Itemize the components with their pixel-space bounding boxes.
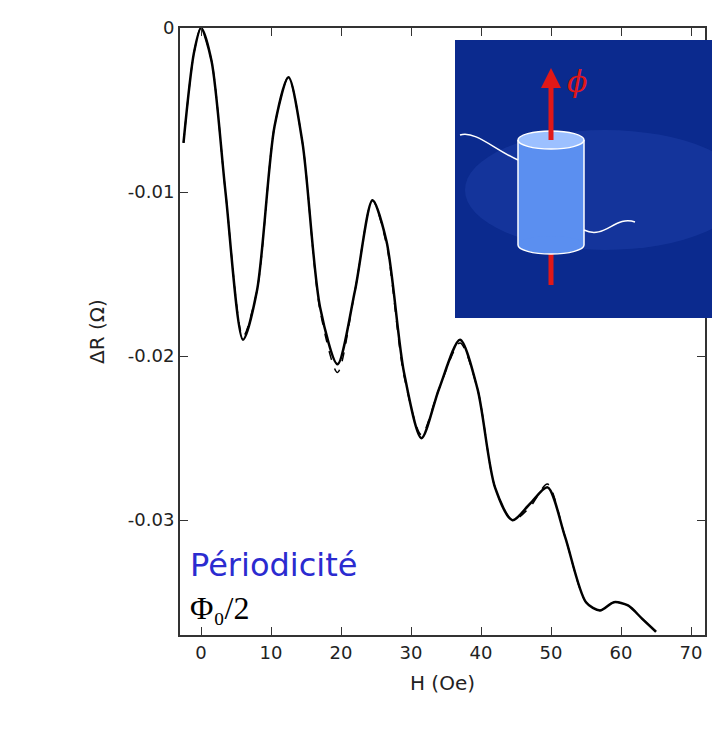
svg-text:-0.02: -0.02 <box>128 345 175 366</box>
svg-text:60: 60 <box>610 642 633 663</box>
svg-text:20: 20 <box>330 642 353 663</box>
svg-text:0: 0 <box>163 17 174 38</box>
svg-text:-0.03: -0.03 <box>128 509 175 530</box>
svg-text:ϕ: ϕ <box>567 64 587 99</box>
svg-text:10: 10 <box>260 642 283 663</box>
svg-text:40: 40 <box>470 642 493 663</box>
svg-text:ΔR (Ω): ΔR (Ω) <box>85 299 109 364</box>
svg-text:50: 50 <box>540 642 563 663</box>
svg-text:30: 30 <box>400 642 423 663</box>
svg-text:Périodicité: Périodicité <box>190 546 357 584</box>
svg-text:-0.01: -0.01 <box>128 181 175 202</box>
svg-text:70: 70 <box>680 642 703 663</box>
svg-text:Φ₀/2: Φ₀/2 <box>190 590 249 626</box>
svg-text:H (Oe): H (Oe) <box>410 671 475 695</box>
svg-text:0: 0 <box>195 642 206 663</box>
